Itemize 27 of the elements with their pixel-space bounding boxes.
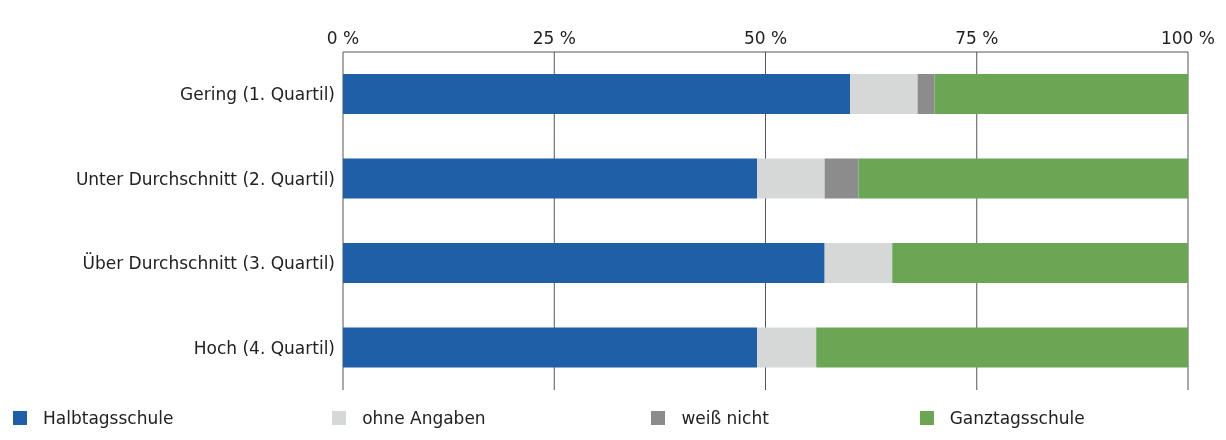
- bar: [917, 74, 935, 114]
- legend-label: ohne Angaben: [362, 408, 486, 428]
- bar: [343, 327, 758, 368]
- bar: [343, 243, 825, 283]
- bar: [824, 243, 893, 283]
- y-tick-label: Gering (1. Quartil): [180, 84, 335, 105]
- bar: [934, 74, 1188, 114]
- y-tick-label: Hoch (4. Quartil): [193, 337, 335, 358]
- legend-label: Halbtagsschule: [43, 408, 174, 428]
- x-tick-label: 50 %: [743, 28, 788, 48]
- x-tick-label: 100 %: [1160, 28, 1216, 48]
- x-tick-label: 0 %: [326, 28, 360, 48]
- x-tick-label: 25 %: [532, 28, 576, 48]
- bar: [757, 327, 817, 368]
- y-tick-label: Über Durchschnitt (3. Quartil): [82, 252, 335, 274]
- bar: [824, 158, 859, 199]
- x-tick-label: 75 %: [955, 28, 999, 48]
- bar: [858, 158, 1188, 199]
- bar: [816, 327, 1188, 368]
- bar: [850, 74, 918, 114]
- bar: [757, 158, 825, 199]
- bar: [343, 74, 850, 114]
- bar: [343, 158, 758, 199]
- legend-label: weiß nicht: [681, 408, 769, 428]
- legend-label: Ganztagsschule: [949, 408, 1085, 428]
- bar: [892, 243, 1188, 283]
- y-tick-label: Unter Durchschnitt (2. Quartil): [75, 168, 335, 189]
